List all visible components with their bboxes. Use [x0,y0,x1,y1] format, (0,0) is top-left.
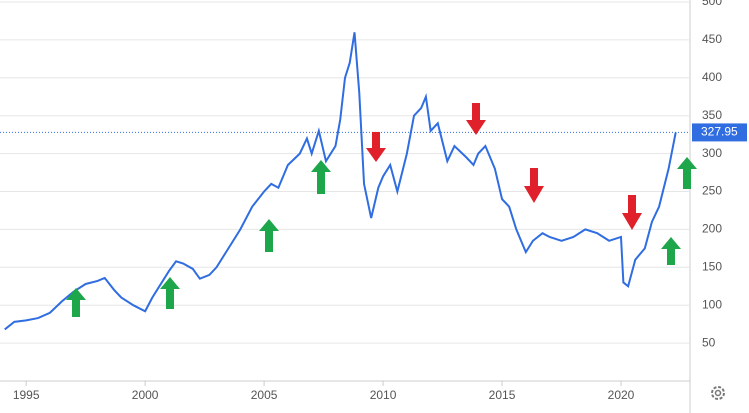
y-tick-label: 200 [702,222,722,236]
x-tick-label: 2000 [132,388,159,402]
y-tick-label: 100 [702,297,722,311]
y-tick-label: 300 [702,146,722,160]
x-tick-label: 2015 [489,388,516,402]
y-tick-label: 400 [702,70,722,84]
y-tick-label: 50 [702,335,716,349]
x-tick-label: 2020 [608,388,635,402]
x-tick-label: 1995 [13,388,40,402]
y-tick-label: 350 [702,108,722,122]
y-tick-label: 250 [702,184,722,198]
buy-arrow [66,157,697,317]
sell-arrow [366,103,642,230]
y-tick-label: 150 [702,259,722,273]
settings-icon[interactable] [711,386,725,400]
x-tick-label: 2005 [251,388,278,402]
annotations [66,103,697,317]
y-tick-label: 500 [702,0,722,8]
x-tick-label: 2010 [370,388,397,402]
last-price-label: 327.95 [701,125,738,139]
y-tick-label: 450 [702,32,722,46]
price-line [4,32,677,331]
last-price-box [692,123,747,142]
